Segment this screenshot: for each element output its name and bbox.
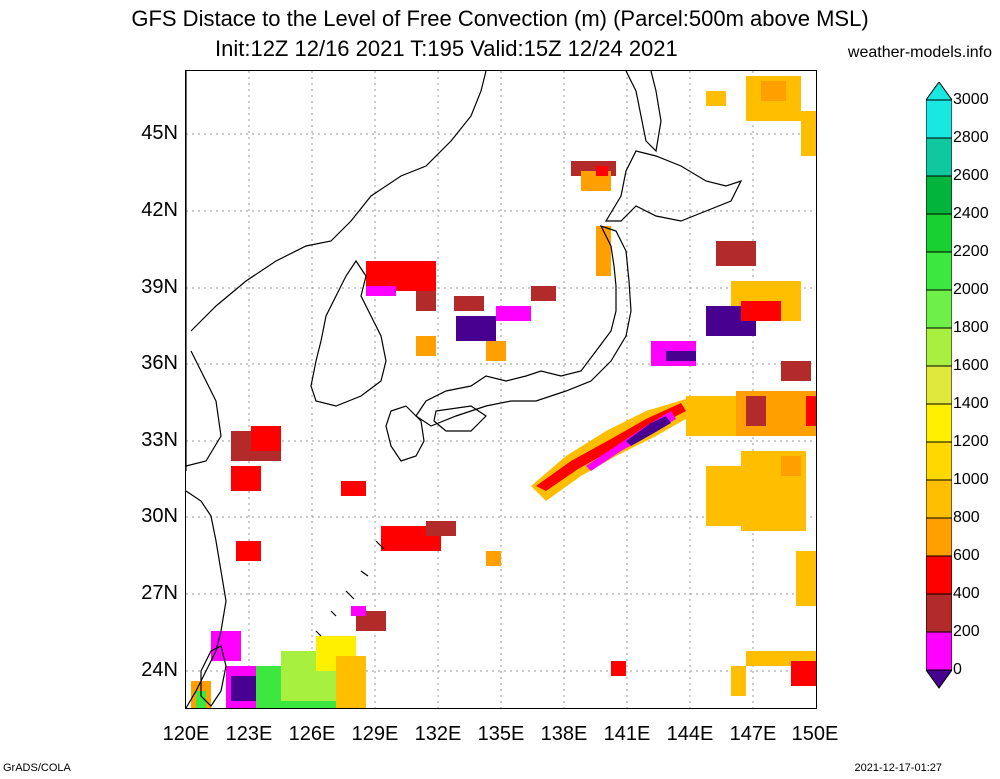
graticule xyxy=(186,71,816,708)
chart-title: GFS Distace to the Level of Free Convect… xyxy=(131,6,869,31)
colorbar-label-1400: 1400 xyxy=(953,395,989,412)
lat-label-33n: 33N xyxy=(141,429,178,451)
lon-label-150e: 150E xyxy=(791,723,839,745)
colorbar-label-0: 0 xyxy=(953,661,962,678)
lfc-shading xyxy=(191,76,816,708)
lat-label-24n: 24N xyxy=(141,659,178,681)
coastlines xyxy=(186,71,743,708)
map-panel xyxy=(185,70,817,709)
lat-label-27n: 27N xyxy=(141,582,178,604)
footer-software: GrADS/COLA xyxy=(3,762,71,774)
colorbar-label-2800: 2800 xyxy=(953,129,989,146)
colorbar-label-2200: 2200 xyxy=(953,243,989,260)
lat-label-36n: 36N xyxy=(141,352,178,374)
lon-label-138e: 138E xyxy=(540,723,588,745)
lon-label-132e: 132E xyxy=(414,723,462,745)
lon-label-141e: 141E xyxy=(603,723,651,745)
colorbar-label-2600: 2600 xyxy=(953,167,989,184)
colorbar-label-1200: 1200 xyxy=(953,433,989,450)
colorbar-label-1800: 1800 xyxy=(953,319,989,336)
colorbar-label-1000: 1000 xyxy=(953,471,989,488)
lat-label-39n: 39N xyxy=(141,276,178,298)
colorbar-label-1600: 1600 xyxy=(953,357,989,374)
colorbar-label-200: 200 xyxy=(953,623,980,640)
colorbar-label-3000: 3000 xyxy=(953,91,989,108)
colorbar-label-2000: 2000 xyxy=(953,281,989,298)
colorbar-label-600: 600 xyxy=(953,547,980,564)
lon-label-126e: 126E xyxy=(288,723,336,745)
footer-timestamp: 2021-12-17-01:27 xyxy=(854,762,942,774)
lat-label-30n: 30N xyxy=(141,505,178,527)
lon-label-123e: 123E xyxy=(225,723,273,745)
lon-label-147e: 147E xyxy=(729,723,777,745)
colorbar-label-400: 400 xyxy=(953,585,980,602)
map-canvas xyxy=(186,71,816,708)
colorbar-label-800: 800 xyxy=(953,509,980,526)
lat-label-45n: 45N xyxy=(141,122,178,144)
chart-subtitle: Init:12Z 12/16 2021 T:195 Valid:15Z 12/2… xyxy=(215,36,678,61)
lon-label-129e: 129E xyxy=(351,723,399,745)
lon-label-144e: 144E xyxy=(666,723,714,745)
source-site: weather-models.info xyxy=(847,44,992,61)
colorbar xyxy=(926,82,952,689)
colorbar-label-2400: 2400 xyxy=(953,205,989,222)
lon-label-120e: 120E xyxy=(162,723,210,745)
lon-label-135e: 135E xyxy=(477,723,525,745)
lat-label-42n: 42N xyxy=(141,199,178,221)
